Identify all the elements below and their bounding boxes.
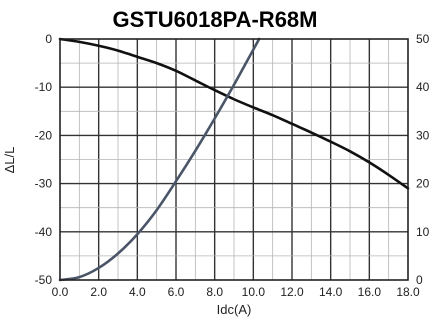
tick-labels: 0.0 2.0 4.0 6.0 8.0 10.0 12.0 14.0 16.0 18.00-10-… — [35, 32, 430, 299]
y-tick-label-right: 30 — [416, 128, 430, 142]
x-tick-label: 14.0 — [319, 285, 343, 299]
plot-frame — [59, 38, 409, 281]
x-tick-label: 16.0 — [358, 285, 382, 299]
y-tick-label-left: 0 — [45, 32, 52, 46]
y-axis-label: ΔL/L — [2, 147, 17, 174]
x-tick-label: 4.0 — [129, 285, 146, 299]
series-line-left-axis — [58, 37, 410, 190]
y-tick-label-right: 50 — [416, 32, 430, 46]
x-tick-label: 2.0 — [90, 285, 107, 299]
y-tick-label-left: -10 — [35, 80, 53, 94]
x-tick-label: 8.0 — [206, 285, 223, 299]
y-tick-label-right: 20 — [416, 177, 430, 191]
x-tick-label: 18.0 — [396, 285, 420, 299]
y-tick-label-left: -40 — [35, 225, 53, 239]
x-axis-label: Idc(A) — [217, 302, 252, 317]
series-line-right-axis — [58, 37, 261, 282]
y-tick-label-left: -50 — [35, 273, 53, 287]
y-tick-label-right: 40 — [416, 80, 430, 94]
x-tick-label: 12.0 — [280, 285, 304, 299]
y-tick-label-right: 0 — [416, 273, 423, 287]
x-tick-label: 6.0 — [168, 285, 185, 299]
x-tick-label: 10.0 — [242, 285, 266, 299]
x-tick-label: 0.0 — [52, 285, 69, 299]
series-lines — [58, 37, 410, 282]
y-tick-label-left: -20 — [35, 128, 53, 142]
y-tick-label-right: 10 — [416, 225, 430, 239]
grid — [60, 39, 408, 280]
y-tick-label-left: -30 — [35, 177, 53, 191]
chart-title: GSTU6018PA-R68M — [113, 7, 318, 32]
